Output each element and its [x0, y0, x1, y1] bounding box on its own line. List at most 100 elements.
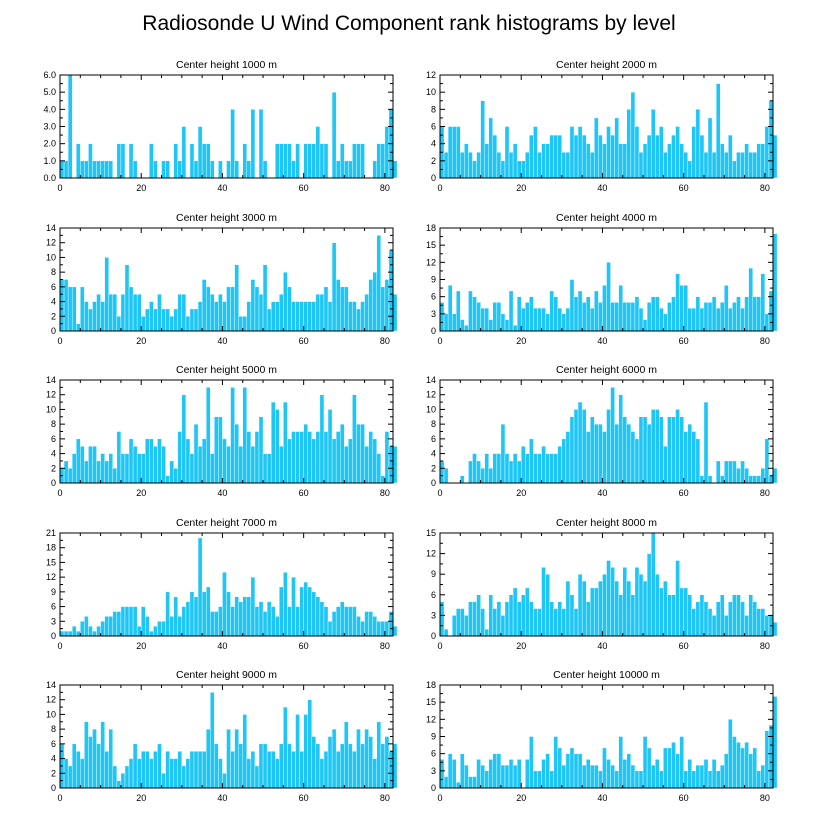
histogram-bar [553, 453, 558, 484]
histogram-bar [185, 758, 191, 789]
histogram-bar [348, 301, 353, 332]
histogram-bar [392, 625, 398, 637]
histogram-bar [108, 728, 113, 789]
histogram-bar [193, 423, 199, 484]
histogram-bar [699, 594, 705, 637]
histogram-bar [667, 416, 672, 484]
histogram-bar [246, 758, 252, 789]
histogram-bar [728, 134, 733, 179]
histogram-bar [655, 574, 660, 637]
x-tick-label: 0 [57, 641, 62, 651]
histogram-bar [573, 134, 579, 179]
y-tick-label: 10 [426, 87, 436, 97]
histogram-bar [598, 580, 603, 637]
histogram-bar [451, 615, 457, 637]
histogram-bar [707, 770, 713, 789]
histogram-bar [92, 160, 97, 179]
histogram-bar [464, 764, 469, 789]
histogram-bar [614, 770, 619, 789]
histogram-bar [145, 308, 150, 332]
histogram-bar [92, 446, 97, 484]
histogram-bar [476, 460, 481, 484]
histogram-bar [594, 117, 599, 179]
histogram-bar [699, 764, 705, 789]
histogram-bar [720, 764, 725, 789]
histogram-bar [667, 747, 672, 789]
histogram-bar [447, 285, 453, 332]
histogram-bar [545, 574, 550, 637]
x-tick-label: 80 [760, 641, 770, 651]
y-tick-label: 6 [431, 749, 436, 759]
histogram-bar [177, 751, 183, 789]
histogram-bar [331, 438, 337, 484]
histogram-bar [756, 770, 762, 789]
histogram-bar [634, 567, 640, 637]
histogram-bar [711, 615, 717, 637]
histogram-bar [529, 296, 534, 332]
histogram-bar [258, 601, 264, 637]
histogram-bar [165, 308, 170, 332]
histogram-bar [610, 567, 615, 637]
histogram-bar [124, 765, 130, 789]
histogram-bar [496, 152, 502, 179]
histogram-bar [279, 143, 284, 179]
x-tick-label: 0 [437, 793, 442, 803]
histogram-bar [258, 416, 264, 484]
histogram-bar [96, 743, 101, 789]
histogram-bar [356, 423, 361, 484]
histogram-bar [270, 751, 276, 789]
histogram-bar [736, 468, 741, 484]
histogram-bar [646, 423, 652, 484]
histogram-bar [565, 307, 571, 332]
histogram-bar [468, 290, 473, 332]
histogram-bar [84, 721, 89, 789]
histogram-panel: Center height 2000 m 0 20 40 60 80 0 2 4 6 8 10 12 [426, 59, 778, 193]
histogram-bar [108, 160, 113, 179]
histogram-bar [715, 307, 721, 332]
histogram-bar [740, 152, 745, 179]
histogram-bar [124, 264, 130, 332]
histogram-bar [80, 286, 85, 332]
histogram-bar [525, 759, 530, 789]
histogram-bar [295, 143, 300, 179]
histogram-bar [181, 606, 187, 637]
histogram-bar [173, 143, 178, 179]
histogram-bar [275, 409, 280, 484]
histogram-bar [659, 126, 664, 179]
histogram-panel: Center height 3000 m 0 20 40 60 80 0 2 4 6 8 10 12 14 [46, 212, 398, 346]
histogram-bar [270, 606, 276, 637]
histogram-bar [553, 736, 558, 789]
histogram-bar [646, 302, 652, 332]
histogram-bar [80, 160, 85, 179]
histogram-bar [748, 152, 753, 179]
histogram-bar [100, 160, 105, 179]
histogram-bar [319, 294, 325, 332]
panel-title: Center height 10000 m [553, 669, 660, 681]
histogram-bar [96, 160, 101, 179]
histogram-bar [214, 416, 219, 484]
histogram-bar [307, 431, 312, 484]
histogram-bar [772, 468, 778, 484]
histogram-panel: Center height 9000 m 0 20 40 60 80 0 2 4 6 8 10 12 14 [46, 669, 398, 803]
histogram-bar [88, 736, 93, 789]
histogram-bar [177, 431, 183, 484]
histogram-bar [602, 747, 607, 789]
histogram-bar [573, 753, 579, 789]
histogram-bar [299, 301, 304, 332]
histogram-bar [650, 532, 656, 637]
histogram-bar [372, 160, 377, 179]
histogram-bar [488, 468, 493, 484]
histogram-bar [169, 316, 174, 332]
histogram-bar [380, 475, 386, 484]
histogram-bar [63, 160, 69, 179]
histogram-bar [484, 453, 489, 484]
y-tick-label: 8 [51, 419, 56, 429]
histogram-bar [108, 616, 113, 637]
histogram-bar [108, 294, 113, 332]
histogram-bar [96, 625, 101, 637]
histogram-bar [234, 160, 239, 179]
histogram-bar [679, 143, 684, 179]
histogram-bar [549, 134, 554, 179]
histogram-bar [161, 621, 166, 637]
histogram-bar [230, 606, 235, 637]
